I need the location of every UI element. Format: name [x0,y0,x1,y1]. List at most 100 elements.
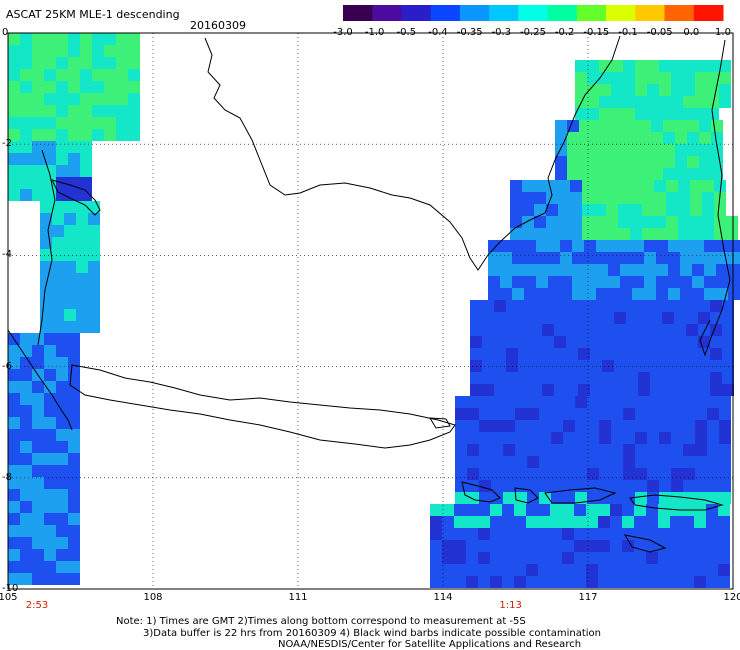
wind-cell [608,240,620,252]
wind-cell [542,360,554,372]
wind-cell [488,276,500,288]
wind-cell [104,129,116,141]
wind-cell [707,96,719,108]
wind-cell [510,216,522,228]
wind-cell [522,192,534,204]
wind-cell [558,216,570,228]
wind-cell [555,144,567,156]
wind-cell [562,528,574,540]
wind-cell [546,228,558,240]
wind-cell [726,216,738,228]
wind-cell [711,144,723,156]
wind-cell [8,465,20,477]
wind-cell [56,105,68,117]
wind-cell [44,441,56,453]
wind-cell [710,312,722,324]
wind-cell [678,180,690,192]
coastline-bali [461,481,501,503]
wind-cell [68,429,80,441]
wind-cell [479,444,491,456]
wind-cell [76,225,88,237]
wind-cell [8,129,20,141]
wind-cell [647,456,659,468]
wind-cell [491,480,503,492]
wind-cell [591,144,603,156]
wind-cell [32,417,44,429]
wind-cell [714,228,726,240]
wind-cell [539,420,551,432]
wind-cell [615,132,627,144]
wind-cell [44,69,56,81]
wind-cell [598,564,610,576]
wind-cell [658,564,670,576]
wind-cell [599,420,611,432]
wind-cell [639,156,651,168]
wind-cell [578,360,590,372]
wind-cell [32,453,44,465]
wind-cell [546,204,558,216]
wind-cell [566,312,578,324]
wind-cell [515,456,527,468]
colorbar-tick-label: -3.0 [333,27,353,38]
wind-cell [68,465,80,477]
wind-cell [56,117,68,129]
wind-cell [518,372,530,384]
wind-cell [56,141,68,153]
wind-cell [563,396,575,408]
wind-cell [611,456,623,468]
wind-cell [623,444,635,456]
wind-cell [512,276,524,288]
wind-cell [630,216,642,228]
colorbar-tick-label: -0.15 [583,27,610,38]
wind-cell [602,336,614,348]
wind-cell [522,216,534,228]
wind-cell [599,96,611,108]
wind-cell [575,468,587,480]
wind-cell [611,396,623,408]
wind-cell [430,564,442,576]
wind-cell [530,348,542,360]
wind-cell [671,408,683,420]
wind-cell [52,237,64,249]
wind-cell [80,93,92,105]
wind-cell [668,252,680,264]
wind-cell [572,252,584,264]
colorbar-tick-label: -0.05 [646,27,673,38]
map-title: ASCAT 25KM MLE-1 descending [6,8,180,21]
wind-cell [491,432,503,444]
wind-cell [52,261,64,273]
wind-cell [560,252,572,264]
wind-cell [491,456,503,468]
wind-cell [578,300,590,312]
wind-cell [560,276,572,288]
wind-cell [656,264,668,276]
wind-cell [603,144,615,156]
wind-cell [659,420,671,432]
wind-cell [728,276,740,288]
wind-cell [638,300,650,312]
wind-cell [550,564,562,576]
wind-cell [656,276,668,288]
latitude-label: -6 [2,360,12,372]
wind-cell [678,192,690,204]
wind-cell [666,216,678,228]
wind-cell [506,360,518,372]
colorbar-segment [343,5,373,21]
wind-cell [627,132,639,144]
wind-cell [572,276,584,288]
wind-cell [656,252,668,264]
wind-cell [44,141,56,153]
wind-cell [626,336,638,348]
wind-cell [579,168,591,180]
latitude-label: -4 [2,249,12,261]
wind-cell [488,240,500,252]
wind-cell [606,180,618,192]
wind-cell [575,60,587,72]
wind-cell [76,213,88,225]
pass-time-label: 2:53 [25,600,49,611]
wind-cell [627,168,639,180]
wind-cell [587,72,599,84]
wind-cell [104,45,116,57]
wind-cell [442,564,454,576]
wind-cell [587,444,599,456]
